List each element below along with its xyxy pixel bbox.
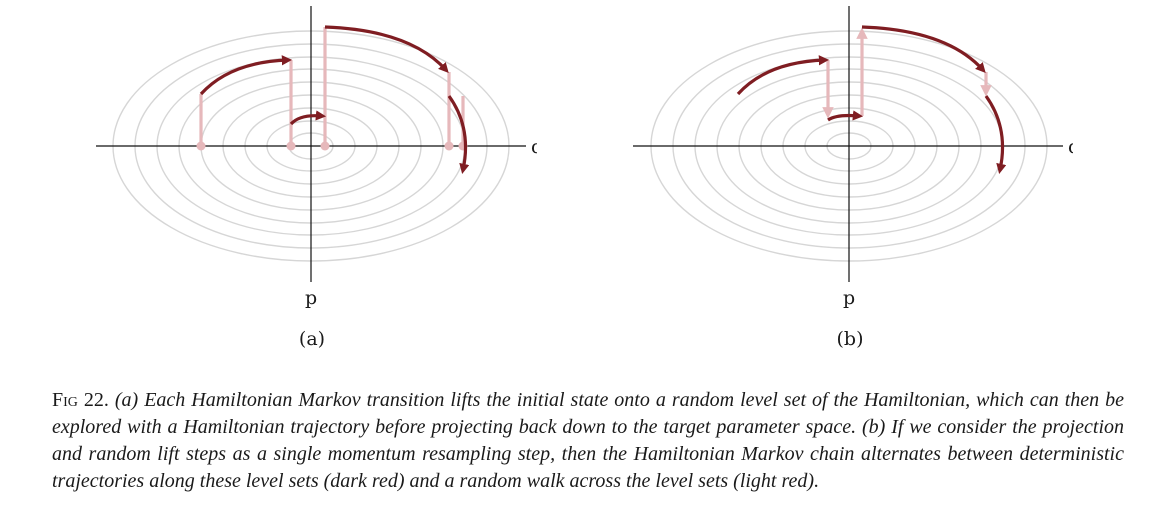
trajectory-arc (199, 55, 293, 96)
state-point (286, 141, 296, 151)
trajectory-arc (447, 95, 470, 175)
trajectory-arc (827, 110, 864, 122)
trajectory-arc (289, 110, 327, 126)
trajectory-arc (984, 95, 1007, 175)
panel-a-diagram: q p (96, 6, 537, 309)
trajectory-arc (324, 25, 449, 74)
axes (633, 6, 1063, 282)
state-point (444, 141, 454, 151)
panel-b-diagram: q p (633, 6, 1073, 309)
panel-a-label: (a) (298, 328, 326, 350)
axes (96, 6, 526, 282)
trajectory-arc (736, 55, 830, 96)
q-axis-label: q (1068, 136, 1073, 158)
hamiltonian-trajectories (736, 25, 1007, 175)
trajectory-arc (861, 25, 986, 74)
random-walk-steps (822, 27, 992, 119)
random-lifts (199, 27, 465, 146)
panel-b-label: (b) (836, 328, 864, 350)
state-point (196, 141, 206, 151)
figure-caption: Fig 22. (a) Each Hamiltonian Markov tran… (52, 387, 1124, 495)
q-axis-label: q (531, 136, 537, 158)
caption-text: (a) Each Hamiltonian Markov transition l… (52, 389, 1125, 492)
hamiltonian-trajectories (199, 25, 470, 175)
p-axis-label: p (843, 287, 855, 309)
p-axis-label: p (305, 287, 317, 309)
caption-label: Fig 22. (52, 389, 109, 411)
state-point (320, 141, 330, 151)
